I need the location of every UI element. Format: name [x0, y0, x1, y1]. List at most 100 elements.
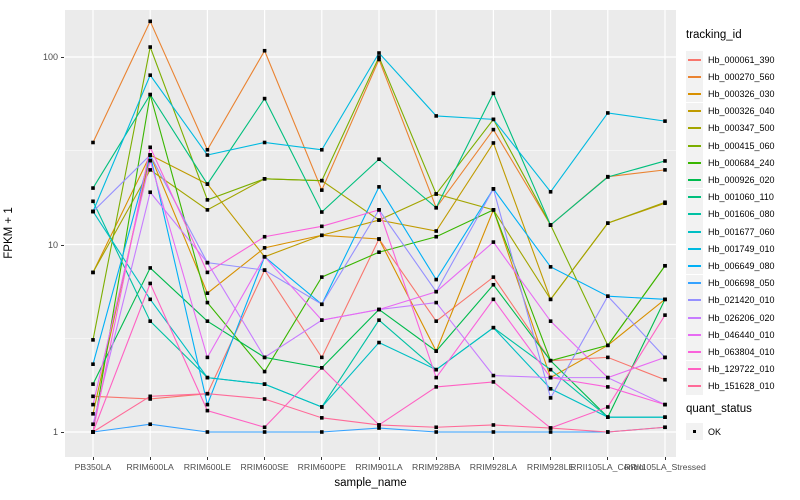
- data-point-Hb_001749_010-RRII105LA_Control: [606, 111, 610, 115]
- legend-label: Hb_001060_110: [708, 192, 774, 203]
- data-point-Hb_000415_060-RRIM600PE: [320, 178, 324, 183]
- data-point-Hb_046440_010-RRIM600SE: [262, 254, 267, 259]
- legend-key-line-icon: [688, 333, 701, 336]
- data-point-Hb_001060_110-RRII105LA_Stressed: [663, 159, 667, 163]
- legend-key-swatch: [686, 309, 703, 326]
- data-point-Hb_151628_010-RRIM901LA: [377, 423, 381, 427]
- data-point-Hb_046440_010-RRIM600LE: [205, 355, 210, 360]
- data-point-Hb_000061_390-RRIM600PE: [320, 355, 324, 360]
- data-point-Hb_046440_010-RRIM928LA: [491, 240, 496, 244]
- data-point-Hb_151628_010-RRII105LA_Stressed: [663, 425, 667, 430]
- data-point-Hb_001749_010-RRIM928LE: [548, 190, 553, 194]
- legend-key-swatch: [686, 240, 703, 258]
- x-tick-mark: [550, 457, 552, 460]
- legend-entry-Hb_000326_030: Hb_000326_030: [686, 85, 775, 103]
- chart-svg: [65, 10, 676, 457]
- data-point-Hb_063804_010-RRIM600SE: [262, 234, 267, 239]
- legend-label: Hb_001749_010: [708, 243, 775, 254]
- data-point-Hb_001060_110-RRII105LA_Control: [606, 175, 610, 179]
- x-tick-mark: [378, 457, 380, 460]
- legend-key-line-icon: [688, 299, 701, 302]
- x-tick-label-RRII105LA_Stressed: RRII105LA_Stressed: [624, 462, 706, 472]
- plot-panel: [65, 10, 676, 457]
- data-point-Hb_000415_060-RRIM600SE: [262, 177, 267, 181]
- legend-key-swatch: [686, 205, 703, 223]
- data-point-Hb_001677_060-RRIM600SE: [262, 382, 267, 386]
- data-point-Hb_000347_500-RRIM928LE: [548, 297, 553, 302]
- data-point-Hb_001677_060-RRIM600LA: [148, 297, 152, 302]
- legend-label: Hb_000347_500: [708, 123, 775, 134]
- data-point-Hb_006698_050-RRIM928LE: [548, 430, 553, 434]
- data-point-Hb_129722_010-RRII105LA_Control: [606, 405, 610, 409]
- legend-label: Hb_000415_060: [708, 140, 775, 151]
- legend-key-swatch: [686, 423, 703, 440]
- data-point-Hb_000326_030-RRIM600SE: [262, 246, 267, 250]
- data-point-Hb_001606_080-RRIM901LA: [377, 318, 381, 322]
- data-point-Hb_000270_560-RRIM600LA: [148, 19, 152, 24]
- legend-entry-Hb_000684_240: Hb_000684_240: [686, 154, 775, 172]
- data-point-Hb_000061_390-RRIM600LA: [148, 397, 152, 401]
- x-tick-label-RRIM928LE: RRIM928LE: [526, 462, 575, 472]
- data-point-Hb_129722_010-RRII105LA_Stressed: [663, 313, 667, 317]
- data-point-Hb_151628_010-RRIM600LA: [148, 394, 152, 399]
- y-tick-label-100: 100: [42, 52, 58, 62]
- data-point-Hb_001749_010-RRIM600PE: [320, 147, 324, 152]
- data-point-Hb_063804_010-RRIM901LA: [377, 208, 381, 212]
- data-point-Hb_063804_010-RRIM600LE: [205, 270, 210, 275]
- legend-label: Hb_000926_020: [708, 174, 775, 185]
- data-point-Hb_001749_010-RRIM600LA: [148, 73, 152, 77]
- legend-label: Hb_046440_010: [708, 329, 775, 340]
- data-point-Hb_006649_080-RRIM600LE: [205, 402, 210, 407]
- legend-entry-Hb_063804_010: Hb_063804_010: [686, 343, 775, 361]
- data-point-Hb_000415_060-RRIM901LA: [377, 55, 381, 59]
- legend-entry-Hb_046440_010: Hb_046440_010: [686, 326, 775, 344]
- y-axis-title: FPKM + 1: [3, 207, 15, 259]
- legend-key-line-icon: [688, 127, 701, 130]
- data-point-Hb_021420_010-RRIM600SE: [262, 268, 267, 272]
- data-point-Hb_001677_060-RRIM928BA: [434, 367, 438, 372]
- legend-key-swatch: [686, 85, 703, 103]
- data-point-Hb_000347_500-RRII105LA_Stressed: [663, 200, 667, 205]
- data-point-Hb_001060_110-RRIM600PE: [320, 210, 324, 214]
- data-point-Hb_129722_010-RRIM928LA: [491, 380, 496, 384]
- data-point-Hb_000347_500-PB350LA: [91, 270, 95, 275]
- legend-key-line-icon: [688, 350, 701, 353]
- data-point-Hb_151628_010-RRII105LA_Control: [606, 430, 610, 434]
- data-point-Hb_001749_010-RRIM600SE: [262, 140, 267, 145]
- legend-label: Hb_001606_080: [708, 209, 775, 220]
- data-point-Hb_000684_240-RRIM600PE: [320, 275, 324, 279]
- data-point-Hb_001749_010-RRIM928BA: [434, 114, 438, 118]
- data-point-Hb_026206_020-RRIM928LA: [491, 373, 496, 378]
- legend-title-tracking-id: tracking_id: [686, 29, 742, 41]
- x-tick-mark: [492, 457, 494, 460]
- x-tick-label-RRIM901LA: RRIM901LA: [355, 462, 403, 472]
- data-point-Hb_000270_560-RRIM600LE: [205, 147, 210, 152]
- x-tick-mark: [92, 457, 94, 460]
- x-tick-label-RRIM600SE: RRIM600SE: [240, 462, 289, 472]
- data-point-Hb_006649_080-PB350LA: [91, 362, 95, 366]
- data-point-Hb_021420_010-RRIM600LA: [148, 153, 152, 157]
- data-point-Hb_001677_060-RRIM901LA: [377, 340, 381, 345]
- data-point-Hb_006698_050-RRIM901LA: [377, 426, 381, 430]
- data-point-Hb_001060_110-RRIM600LA: [148, 92, 152, 97]
- legend-key-swatch: [686, 326, 703, 344]
- legend-entry-Hb_000061_390: Hb_000061_390: [686, 51, 775, 68]
- data-point-Hb_063804_010-RRII105LA_Stressed: [663, 402, 667, 407]
- legend-key-swatch: [686, 119, 703, 137]
- data-point-Hb_000926_020-RRIM928BA: [434, 349, 438, 353]
- data-point-Hb_129722_010-RRIM600SE: [262, 425, 267, 430]
- data-point-Hb_000270_560-RRIM600SE: [262, 48, 267, 53]
- x-tick-label-RRIM600LA: RRIM600LA: [126, 462, 174, 472]
- data-point-Hb_000684_240-RRIM928BA: [434, 234, 438, 239]
- x-tick-label-RRIM928LA: RRIM928LA: [469, 462, 518, 472]
- legend-label: Hb_000326_040: [708, 106, 775, 117]
- data-point-Hb_129722_010-RRIM600LA: [148, 281, 152, 286]
- data-point-Hb_001749_010-RRII105LA_Stressed: [663, 119, 667, 123]
- data-point-Hb_000347_500-RRIM600LA: [148, 168, 152, 172]
- data-point-Hb_001749_010-RRIM600LE: [205, 153, 210, 157]
- x-tick-mark: [435, 457, 437, 460]
- y-tick-mark: [61, 432, 64, 433]
- legend-label: Hb_001677_060: [708, 226, 775, 237]
- data-point-Hb_046440_010-PB350LA: [91, 402, 95, 407]
